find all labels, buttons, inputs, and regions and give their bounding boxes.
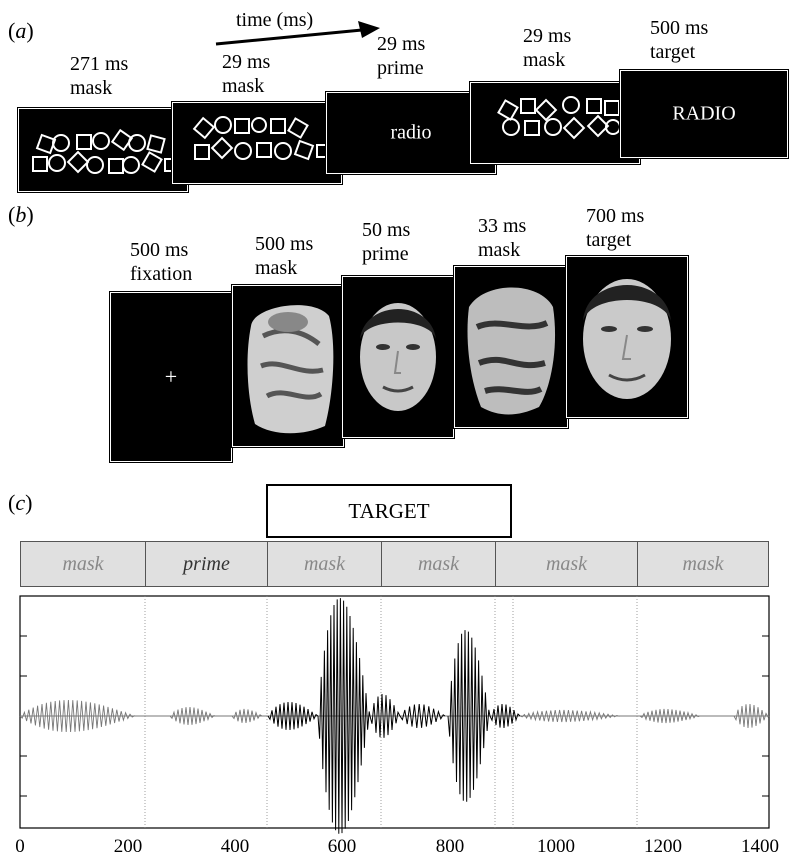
frame-b5 — [566, 256, 688, 418]
waveform-burst — [231, 708, 263, 723]
frame-b3-label: 50 ms prime — [362, 219, 411, 265]
fixation-cross: + — [164, 364, 178, 389]
x-tick-label: 600 — [327, 836, 357, 857]
x-tick-label: 0 — [15, 836, 25, 857]
prime-word: radio — [390, 121, 432, 144]
segment-mask: mask — [268, 542, 382, 586]
waveform-burst — [639, 708, 701, 724]
segment-mask: mask — [382, 542, 496, 586]
frame-a4 — [470, 82, 640, 164]
frame-b1: + — [110, 292, 232, 462]
waveform-burst — [447, 630, 491, 802]
frame-b2 — [232, 285, 344, 447]
segment-mask: mask — [682, 552, 724, 575]
segment-prime: prime — [146, 542, 268, 586]
frame-b5-label: 700 ms target — [586, 205, 645, 251]
waveform-burst — [169, 706, 216, 726]
x-tick-label: 1000 — [537, 836, 575, 857]
face-icon — [343, 277, 453, 437]
frame-a1-label: 271 ms mask — [70, 53, 129, 99]
shape-mask-icon — [497, 96, 621, 140]
frame-b3 — [342, 276, 454, 438]
time-arrow-icon — [215, 21, 380, 46]
x-tick-label: 200 — [113, 836, 143, 857]
panel-c-label: (c) — [8, 490, 33, 515]
segment-mask: mask — [496, 542, 638, 586]
shape-mask-icon — [192, 116, 330, 161]
x-tick-label: 1200 — [644, 836, 682, 857]
target-label: TARGET — [348, 498, 430, 523]
x-tick-label: 1400 — [741, 836, 779, 857]
x-axis-labels: 0 200 400 600 800 1000 1200 1400 — [0, 836, 795, 864]
frame-a2 — [172, 102, 342, 184]
x-tick-label: 800 — [435, 836, 465, 857]
frame-b4-label: 33 ms mask — [478, 215, 527, 261]
scrambled-face-icon — [233, 286, 343, 446]
waveform-burst — [19, 699, 136, 733]
frame-b2-label: 500 ms mask — [255, 233, 314, 279]
frame-b4 — [454, 266, 568, 428]
frame-a2-label: 29 ms mask — [222, 51, 271, 97]
waveform-burst — [489, 703, 521, 728]
frame-a3-label: 29 ms prime — [377, 33, 426, 79]
frame-a3: radio — [326, 92, 496, 174]
stimulus-sequence-bar: mask prime mask mask mask mask — [20, 541, 769, 587]
segment-mask: mask — [21, 542, 146, 586]
panel-b-label: (b) — [8, 202, 34, 227]
x-tick-label: 400 — [220, 836, 250, 857]
frame-a5-label: 500 ms target — [650, 17, 709, 63]
scrambled-face-icon — [455, 267, 567, 427]
target-box: TARGET — [266, 484, 512, 538]
face-icon — [567, 257, 687, 417]
target-word: RADIO — [672, 102, 736, 125]
frame-b1-label: 500 ms fixation — [130, 239, 193, 285]
panel-a-label: (a) — [8, 18, 34, 43]
waveform-burst — [519, 709, 621, 723]
waveform-burst — [317, 598, 371, 834]
frame-a5: RADIO — [620, 70, 788, 158]
shape-mask-icon — [32, 128, 178, 174]
waveform-burst — [369, 693, 401, 738]
time-axis-label: time (ms) — [236, 9, 314, 31]
waveform-plot — [19, 595, 770, 834]
waveform-mask-trace — [19, 699, 770, 733]
waveform-burst — [733, 704, 770, 729]
waveform-burst — [399, 703, 446, 728]
waveform-burst — [267, 701, 319, 731]
waveform-prime-target-trace — [267, 598, 521, 834]
frame-a1 — [18, 108, 188, 192]
frame-a4-label: 29 ms mask — [523, 25, 572, 71]
